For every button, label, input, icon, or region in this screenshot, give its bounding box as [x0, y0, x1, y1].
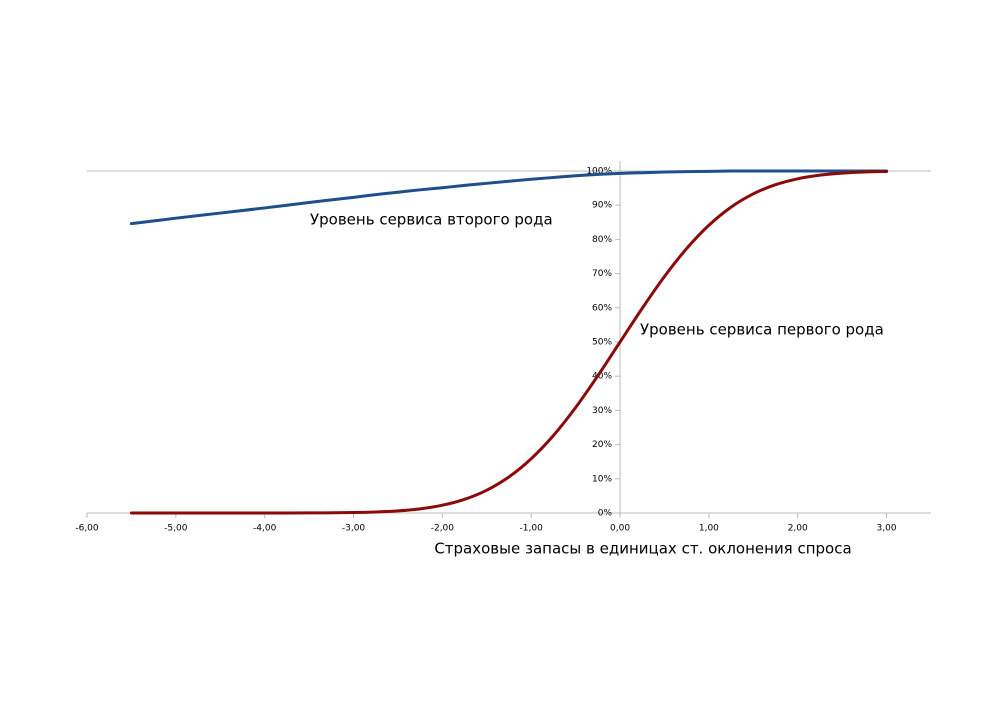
series-label: Уровень сервиса первого рода: [640, 321, 884, 339]
y-tick-label: 0%: [598, 509, 613, 519]
x-tick-label: -4,00: [253, 524, 277, 534]
y-tick-label: 80%: [592, 235, 612, 245]
y-tick-label: 20%: [592, 440, 612, 450]
x-tick-label: 2,00: [788, 524, 808, 534]
series-label: Уровень сервиса второго рода: [310, 211, 553, 229]
series-line: [129, 169, 889, 515]
x-tick-label: -2,00: [431, 524, 455, 534]
x-tick-label: -6,00: [75, 524, 99, 534]
x-tick-label: 0,00: [610, 524, 630, 534]
y-tick-label: 60%: [592, 303, 612, 313]
x-tick-label: -5,00: [164, 524, 188, 534]
y-tick-label: 90%: [592, 201, 612, 211]
y-tick-label: 10%: [592, 474, 612, 484]
x-axis-label: Страховые запасы в единицах ст. оклонени…: [434, 540, 851, 558]
y-tick-label: 30%: [592, 406, 612, 416]
y-tick-label: 40%: [592, 372, 612, 382]
x-tick-label: -1,00: [520, 524, 544, 534]
series-line: [129, 169, 889, 226]
x-tick-label: -3,00: [342, 524, 366, 534]
y-tick-label: 50%: [592, 338, 612, 348]
x-tick-label: 1,00: [699, 524, 719, 534]
y-tick-label: 100%: [586, 167, 612, 177]
x-tick-label: 3,00: [877, 524, 897, 534]
y-tick-label: 70%: [592, 269, 612, 279]
